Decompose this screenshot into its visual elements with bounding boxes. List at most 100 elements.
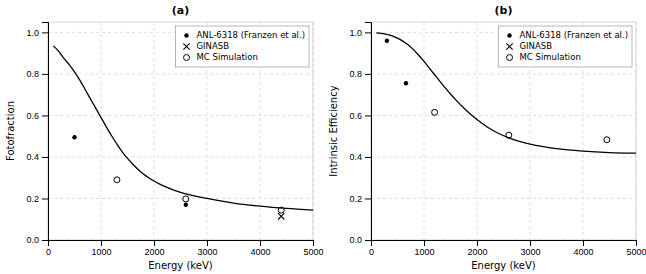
grid-line <box>48 198 313 199</box>
legend-label: ANL-6318 (Franzen et al.) <box>520 30 628 40</box>
marks <box>53 46 313 220</box>
tick-label: 0.0 <box>26 235 39 245</box>
tick-label: 0.2 <box>349 194 362 204</box>
legend-label: GINASB <box>520 41 553 51</box>
tick-label: 4000 <box>573 247 593 257</box>
scatter-point <box>604 137 610 143</box>
x-axis-label: Energy (keV) <box>471 260 536 271</box>
x-axis-label: Energy (keV) <box>148 260 213 271</box>
panel: 0 1000 2000 3000 4000 5000 0.0 0.2 0.4 0.6 0.8 1.0 (… <box>328 4 646 271</box>
scatter-point <box>385 38 389 42</box>
y-axis-label: Fotofraction <box>5 101 16 161</box>
tick-mark <box>477 240 478 246</box>
scatter-point <box>404 81 408 85</box>
tick: 3000 <box>197 240 217 257</box>
grid <box>371 22 636 240</box>
tick-mark <box>101 240 102 246</box>
curve <box>53 46 313 210</box>
scatter-point <box>506 132 512 138</box>
legend-symbol <box>184 55 190 61</box>
chart-svg: 0 1000 2000 3000 4000 5000 0.0 0.2 0.4 0.6 0.8 1.0 (… <box>0 0 646 274</box>
grid <box>48 22 313 240</box>
grid-line <box>371 115 636 116</box>
title: (b) <box>495 4 513 17</box>
tick-label: 0.0 <box>349 235 362 245</box>
scatter-point <box>183 196 189 202</box>
tick-mark <box>42 198 48 199</box>
tick-label: 1000 <box>91 247 111 257</box>
tick: 0.8 <box>349 69 371 79</box>
tick: 2000 <box>467 240 487 257</box>
grid-line <box>48 73 313 74</box>
scatter-point <box>72 135 76 139</box>
tick: 2000 <box>144 240 164 257</box>
tick-label: 0.8 <box>26 69 39 79</box>
tick-mark <box>42 115 48 116</box>
tick: 0.8 <box>26 69 48 79</box>
tick: 0 <box>369 240 374 257</box>
legend: ANL-6318 (Franzen et al.)GINASBMC Simula… <box>499 26 632 67</box>
tick-mark <box>42 74 48 75</box>
x-axis: 010002000300040005000 <box>46 240 324 257</box>
tick: 1000 <box>414 240 434 257</box>
legend: ANL-6318 (Franzen et al.)GINASBMC Simula… <box>176 26 309 67</box>
tick-label: 2000 <box>467 247 487 257</box>
tick-mark <box>154 240 155 246</box>
scatter-point <box>278 207 284 213</box>
plot-frame <box>371 22 636 240</box>
y-axis-label: Intrinsic Efficiency <box>328 85 339 176</box>
tick: 1000 <box>91 240 111 257</box>
tick: 1.0 <box>26 28 48 38</box>
panel: 0100020003000400050000.00.20.40.60.81.0(… <box>5 4 324 271</box>
tick-mark <box>365 74 371 75</box>
tick-mark <box>365 198 371 199</box>
axis-domain <box>365 23 372 241</box>
legend-symbol <box>507 55 513 61</box>
tick-mark <box>365 115 371 116</box>
tick-label: 0.6 <box>26 111 39 121</box>
tick: 3000 <box>520 240 540 257</box>
tick-mark <box>424 240 425 246</box>
tick: 0.2 <box>349 194 371 204</box>
tick: 4000 <box>250 240 270 257</box>
tick: 0.6 <box>349 111 371 121</box>
axis-domain <box>372 241 637 247</box>
legend-symbol <box>184 33 188 37</box>
scatter-point <box>114 177 120 183</box>
title: (a) <box>172 4 189 17</box>
tick: 5000 <box>303 240 323 257</box>
x-axis: 0 1000 2000 3000 4000 5000 <box>369 240 646 257</box>
tick-mark <box>260 240 261 246</box>
tick-label: 1.0 <box>349 28 362 38</box>
y-axis: 0.0 0.2 0.4 0.6 0.8 1.0 <box>349 23 371 246</box>
legend-label: MC Simulation <box>520 52 581 62</box>
legend-box <box>499 26 632 67</box>
tick: 0.0 <box>349 235 371 245</box>
scatter-point <box>184 203 188 207</box>
tick-label: 0.2 <box>26 194 39 204</box>
tick: 0.4 <box>349 152 371 162</box>
legend-symbol <box>506 43 512 49</box>
tick-mark <box>42 240 48 241</box>
tick-mark <box>207 240 208 246</box>
tick-mark <box>365 32 371 33</box>
tick-label: 0.4 <box>349 152 362 162</box>
grid-line <box>154 22 155 240</box>
tick-mark <box>636 240 637 246</box>
tick-label: 5000 <box>303 247 323 257</box>
tick-label: 0.4 <box>26 152 39 162</box>
grid-line <box>371 156 636 157</box>
legend-label: ANL-6318 (Franzen et al.) <box>197 30 305 40</box>
tick-label: 1.0 <box>26 28 39 38</box>
tick-label: 3000 <box>520 247 540 257</box>
axis-domain <box>49 241 314 247</box>
grid-line <box>477 22 478 240</box>
tick-label: 5000 <box>626 247 646 257</box>
legend-symbol <box>507 33 511 37</box>
tick-mark <box>313 240 314 246</box>
legend-label: MC Simulation <box>197 52 258 62</box>
tick-mark <box>365 240 371 241</box>
tick: 5000 <box>626 240 646 257</box>
tick: 0.0 <box>26 235 48 245</box>
grid-line <box>48 156 313 157</box>
